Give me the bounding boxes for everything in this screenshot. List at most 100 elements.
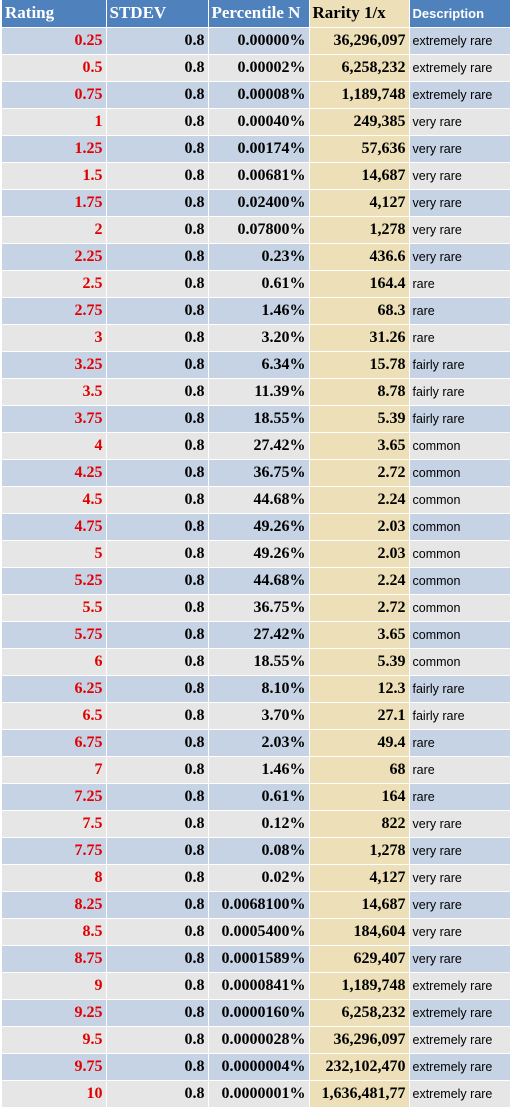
cell-rating[interactable]: 5.75	[2, 621, 107, 649]
cell-percentile[interactable]: 3.20%	[208, 324, 310, 352]
cell-stdev[interactable]: 0.8	[106, 675, 209, 703]
cell-percentile[interactable]: 0.0005400%	[208, 918, 310, 946]
cell-description[interactable]: common	[409, 594, 510, 622]
cell-percentile[interactable]: 0.12%	[208, 810, 310, 838]
cell-description[interactable]: common	[409, 459, 510, 487]
cell-percentile[interactable]: 0.02400%	[208, 189, 310, 217]
cell-rarity[interactable]: 68	[309, 756, 410, 784]
cell-rarity[interactable]: 2.72	[309, 459, 410, 487]
cell-rating[interactable]: 8.25	[2, 891, 107, 919]
cell-description[interactable]: extremely rare	[409, 972, 510, 1000]
cell-rating[interactable]: 7	[2, 756, 107, 784]
cell-rarity[interactable]: 249,385	[309, 108, 410, 136]
cell-rarity[interactable]: 14,687	[309, 891, 410, 919]
cell-rating[interactable]: 9.25	[2, 999, 107, 1027]
cell-rating[interactable]: 7.25	[2, 783, 107, 811]
cell-description[interactable]: common	[409, 567, 510, 595]
cell-description[interactable]: very rare	[409, 837, 510, 865]
cell-rating[interactable]: 1	[2, 108, 107, 136]
cell-description[interactable]: rare	[409, 756, 510, 784]
cell-percentile[interactable]: 49.26%	[208, 513, 310, 541]
cell-description[interactable]: very rare	[409, 189, 510, 217]
cell-rarity[interactable]: 6,258,232	[309, 999, 410, 1027]
cell-description[interactable]: rare	[409, 297, 510, 325]
cell-rarity[interactable]: 1,636,481,77	[309, 1080, 410, 1108]
cell-description[interactable]: very rare	[409, 945, 510, 973]
cell-percentile[interactable]: 27.42%	[208, 621, 310, 649]
cell-rarity[interactable]: 629,407	[309, 945, 410, 973]
cell-description[interactable]: rare	[409, 783, 510, 811]
cell-percentile[interactable]: 11.39%	[208, 378, 310, 406]
cell-rarity[interactable]: 1,189,748	[309, 972, 410, 1000]
cell-rarity[interactable]: 2.72	[309, 594, 410, 622]
cell-stdev[interactable]: 0.8	[106, 864, 209, 892]
cell-description[interactable]: common	[409, 621, 510, 649]
cell-rating[interactable]: 9.5	[2, 1026, 107, 1054]
cell-stdev[interactable]: 0.8	[106, 1053, 209, 1081]
cell-percentile[interactable]: 0.07800%	[208, 216, 310, 244]
cell-rating[interactable]: 0.5	[2, 54, 107, 82]
header-description[interactable]: Description	[409, 0, 510, 28]
cell-percentile[interactable]: 0.0001589%	[208, 945, 310, 973]
cell-percentile[interactable]: 44.68%	[208, 567, 310, 595]
cell-rarity[interactable]: 1,278	[309, 216, 410, 244]
cell-stdev[interactable]: 0.8	[106, 972, 209, 1000]
cell-rarity[interactable]: 8.78	[309, 378, 410, 406]
cell-rarity[interactable]: 5.39	[309, 405, 410, 433]
cell-rating[interactable]: 4.5	[2, 486, 107, 514]
cell-rarity[interactable]: 12.3	[309, 675, 410, 703]
cell-description[interactable]: very rare	[409, 918, 510, 946]
cell-rating[interactable]: 6	[2, 648, 107, 676]
cell-stdev[interactable]: 0.8	[106, 918, 209, 946]
cell-percentile[interactable]: 0.00681%	[208, 162, 310, 190]
cell-description[interactable]: extremely rare	[409, 54, 510, 82]
cell-rating[interactable]: 9	[2, 972, 107, 1000]
cell-rarity[interactable]: 3.65	[309, 432, 410, 460]
cell-description[interactable]: extremely rare	[409, 999, 510, 1027]
cell-stdev[interactable]: 0.8	[106, 405, 209, 433]
cell-description[interactable]: extremely rare	[409, 81, 510, 109]
cell-rarity[interactable]: 36,296,097	[309, 27, 410, 55]
cell-stdev[interactable]: 0.8	[106, 810, 209, 838]
cell-stdev[interactable]: 0.8	[106, 783, 209, 811]
cell-rarity[interactable]: 15.78	[309, 351, 410, 379]
cell-rating[interactable]: 9.75	[2, 1053, 107, 1081]
cell-stdev[interactable]: 0.8	[106, 1080, 209, 1108]
cell-rating[interactable]: 5.5	[2, 594, 107, 622]
cell-description[interactable]: fairly rare	[409, 378, 510, 406]
cell-stdev[interactable]: 0.8	[106, 999, 209, 1027]
cell-description[interactable]: extremely rare	[409, 1080, 510, 1108]
cell-stdev[interactable]: 0.8	[106, 297, 209, 325]
cell-stdev[interactable]: 0.8	[106, 135, 209, 163]
cell-rating[interactable]: 6.25	[2, 675, 107, 703]
cell-description[interactable]: extremely rare	[409, 27, 510, 55]
cell-stdev[interactable]: 0.8	[106, 756, 209, 784]
cell-stdev[interactable]: 0.8	[106, 945, 209, 973]
cell-percentile[interactable]: 18.55%	[208, 405, 310, 433]
cell-percentile[interactable]: 0.61%	[208, 270, 310, 298]
cell-rating[interactable]: 2.75	[2, 297, 107, 325]
cell-description[interactable]: common	[409, 486, 510, 514]
cell-description[interactable]: very rare	[409, 216, 510, 244]
cell-stdev[interactable]: 0.8	[106, 324, 209, 352]
cell-rarity[interactable]: 4,127	[309, 864, 410, 892]
cell-stdev[interactable]: 0.8	[106, 648, 209, 676]
cell-description[interactable]: common	[409, 513, 510, 541]
cell-description[interactable]: common	[409, 540, 510, 568]
cell-stdev[interactable]: 0.8	[106, 837, 209, 865]
cell-stdev[interactable]: 0.8	[106, 81, 209, 109]
cell-description[interactable]: extremely rare	[409, 1026, 510, 1054]
cell-description[interactable]: very rare	[409, 864, 510, 892]
cell-percentile[interactable]: 0.0068100%	[208, 891, 310, 919]
cell-stdev[interactable]: 0.8	[106, 621, 209, 649]
cell-rating[interactable]: 1.5	[2, 162, 107, 190]
cell-percentile[interactable]: 0.00002%	[208, 54, 310, 82]
cell-rarity[interactable]: 5.39	[309, 648, 410, 676]
cell-description[interactable]: fairly rare	[409, 702, 510, 730]
cell-percentile[interactable]: 0.0000028%	[208, 1026, 310, 1054]
cell-percentile[interactable]: 49.26%	[208, 540, 310, 568]
cell-stdev[interactable]: 0.8	[106, 486, 209, 514]
header-stdev[interactable]: STDEV	[106, 0, 209, 28]
cell-rarity[interactable]: 6,258,232	[309, 54, 410, 82]
cell-rarity[interactable]: 57,636	[309, 135, 410, 163]
